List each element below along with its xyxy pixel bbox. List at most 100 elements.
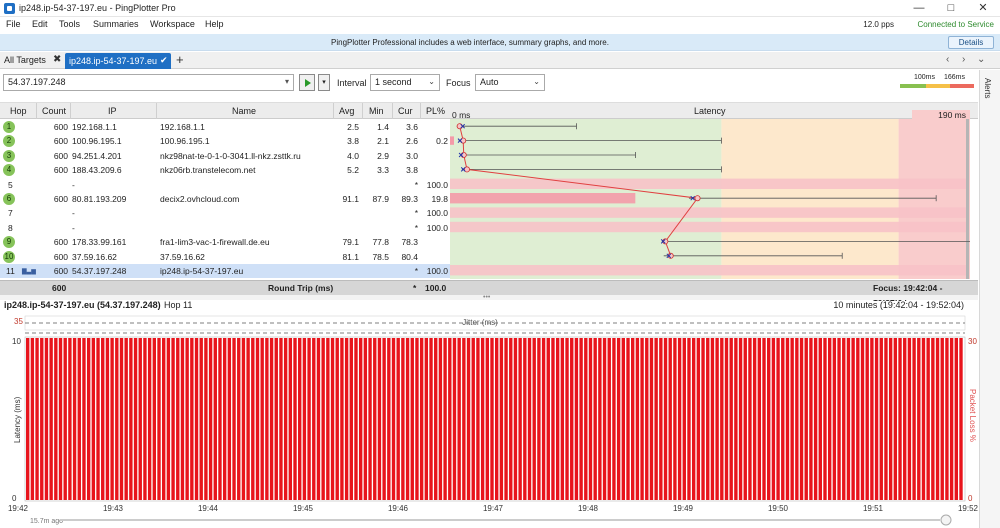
bar-chart-icon[interactable]: ▇▃▆ bbox=[22, 269, 36, 275]
table-row[interactable]: 3 600 94.251.4.201 nkz98nat-te-0-1-0-3041.l… bbox=[0, 149, 450, 163]
timeline-scroll-thumb[interactable] bbox=[940, 514, 952, 526]
packet-loss-bar bbox=[241, 338, 246, 500]
chevron-right-icon[interactable]: › bbox=[962, 54, 966, 65]
menu-summaries[interactable]: Summaries bbox=[93, 19, 139, 29]
close-icon[interactable]: ✕ bbox=[978, 2, 988, 14]
packet-loss-bar bbox=[570, 338, 574, 500]
packet-loss-bar bbox=[49, 338, 53, 500]
col-count[interactable]: Count bbox=[42, 106, 67, 116]
packet-loss-bar bbox=[513, 338, 518, 500]
hop-min: 1.4 bbox=[377, 122, 389, 132]
table-row[interactable]: 4 600 188.43.209.6 nkz06rb.transtelecom.net… bbox=[0, 163, 450, 177]
rt-label: Round Trip (ms) bbox=[268, 283, 334, 293]
time-tick-label: 19:51 bbox=[863, 504, 884, 513]
table-row[interactable]: 5 - * 100.0 bbox=[0, 178, 450, 192]
packet-loss-bar bbox=[874, 338, 879, 500]
packet-loss-bar bbox=[696, 338, 701, 500]
packet-loss-bar bbox=[846, 338, 851, 500]
packet-loss-bar bbox=[767, 338, 771, 500]
menu-workspace[interactable]: Workspace bbox=[150, 19, 195, 29]
menu-edit[interactable]: Edit bbox=[32, 19, 48, 29]
chevron-left-icon[interactable]: ‹ bbox=[946, 54, 950, 65]
col-hop[interactable]: Hop bbox=[10, 106, 27, 116]
hop-cur: * bbox=[414, 266, 418, 276]
hop-cur: * bbox=[414, 222, 418, 233]
table-row[interactable]: 11 ▇▃▆ 600 54.37.197.248 ip248.ip-54-37-197.… bbox=[0, 264, 450, 279]
hop-badge: 10 bbox=[3, 250, 15, 263]
start-trace-button[interactable] bbox=[299, 74, 315, 91]
table-row[interactable]: 8 - * 100.0 bbox=[0, 221, 450, 235]
menu-file[interactable]: File bbox=[6, 19, 21, 29]
packet-loss-bar bbox=[373, 338, 377, 500]
interval-select[interactable]: 1 second ⌄ bbox=[370, 74, 440, 91]
target-input[interactable]: 54.37.197.248 ▾ bbox=[3, 74, 294, 91]
time-ago-label: 15.7m ago bbox=[30, 518, 63, 525]
focus-select[interactable]: Auto ⌄ bbox=[475, 74, 545, 91]
minimize-icon[interactable]: — bbox=[913, 2, 925, 14]
packet-loss-bar bbox=[82, 338, 86, 500]
hop-count: 600 bbox=[53, 266, 68, 276]
start-options-button[interactable]: ▾ bbox=[318, 74, 330, 91]
time-tick-label: 19:48 bbox=[578, 504, 599, 513]
hop-name: 100.96.195.1 bbox=[160, 136, 210, 147]
details-button[interactable]: Details bbox=[948, 36, 994, 49]
col-ip[interactable]: IP bbox=[108, 106, 117, 116]
packet-loss-bar bbox=[293, 338, 297, 500]
packet-loss-bar bbox=[246, 338, 250, 500]
col-pl[interactable]: PL% bbox=[426, 106, 446, 116]
menu-help[interactable]: Help bbox=[205, 19, 224, 29]
timeline-range[interactable]: 10 minutes (19:42:04 - 19:52:04) bbox=[833, 300, 964, 310]
tab-all-targets[interactable]: All Targets bbox=[4, 55, 46, 65]
latency-trace-graph[interactable] bbox=[450, 119, 970, 279]
table-row[interactable]: 1 600 192.168.1.1 192.168.1.1 2.5 1.4 3.6 bbox=[0, 120, 450, 134]
hop-number: 5 bbox=[8, 179, 13, 190]
table-row[interactable]: 10 600 37.59.16.62 37.59.16.62 81.1 78.5 80.4 bbox=[0, 250, 450, 264]
packet-loss-bar bbox=[888, 338, 893, 500]
hop-pl: 19.8 bbox=[431, 194, 448, 204]
current-latency-mark bbox=[460, 167, 466, 172]
hop-pl: 100.0 bbox=[426, 222, 448, 233]
target-dropdown-icon[interactable]: ▾ bbox=[284, 77, 289, 86]
packet-loss-bar bbox=[879, 338, 883, 500]
tab-active-target[interactable]: ip248.ip-54-37-197.eu bbox=[65, 53, 171, 69]
y-axis-min: 0 bbox=[12, 494, 17, 503]
rt-pl: 100.0 bbox=[425, 283, 447, 293]
hop-pl: 100.0 bbox=[426, 208, 448, 219]
alerts-panel[interactable]: Alerts bbox=[979, 70, 1000, 528]
table-row[interactable]: 7 - * 100.0 bbox=[0, 206, 450, 220]
packet-loss-bar bbox=[40, 338, 44, 500]
maximize-icon[interactable]: □ bbox=[947, 2, 955, 14]
table-row[interactable]: 2 600 100.96.195.1 100.96.195.1 3.8 2.1 2.6 0.2 bbox=[0, 134, 450, 148]
hop-ip: 188.43.209.6 bbox=[72, 165, 122, 176]
menu-tools[interactable]: Tools bbox=[59, 19, 81, 29]
table-row[interactable]: 9 600 178.33.99.161 fra1-lim3-vac-1-firewal… bbox=[0, 235, 450, 249]
col-avg[interactable]: Avg bbox=[339, 106, 355, 116]
packet-loss-bar bbox=[251, 338, 255, 500]
packet-loss-bar bbox=[363, 338, 368, 500]
hop-cur: 3.0 bbox=[406, 150, 418, 161]
hop-count: 600 bbox=[53, 165, 68, 176]
packet-loss-bar bbox=[785, 338, 790, 500]
col-min[interactable]: Min bbox=[369, 106, 384, 116]
packet-loss-bar bbox=[903, 338, 907, 500]
pane-splitter[interactable]: ••• bbox=[0, 294, 978, 301]
packet-loss-bar bbox=[870, 338, 874, 500]
legend-warn-bar bbox=[926, 84, 950, 88]
packet-loss-bar bbox=[457, 338, 461, 500]
close-tab-icon[interactable]: ✖ bbox=[53, 54, 62, 65]
check-icon[interactable]: ✔ bbox=[160, 55, 168, 65]
table-row[interactable]: 6 600 80.81.193.209 decix2.ovhcloud.com 91.1… bbox=[0, 192, 450, 206]
graph-scrollbar[interactable] bbox=[966, 119, 969, 279]
packet-loss-bar bbox=[344, 338, 349, 500]
pps-readout: 12.0 pps bbox=[863, 20, 894, 29]
col-cur[interactable]: Cur bbox=[398, 106, 413, 116]
packet-loss-bar bbox=[884, 338, 888, 500]
packet-loss-bar bbox=[152, 338, 157, 500]
timeline-chart[interactable]: Jitter (ms) 35 10 0 30 0 Latency (ms) Packet Lo… bbox=[0, 313, 978, 528]
chevron-down-icon[interactable]: ⌄ bbox=[977, 54, 986, 65]
latency-color-legend[interactable]: 100ms 166ms bbox=[900, 74, 974, 90]
avg-latency-point bbox=[667, 252, 674, 259]
col-name[interactable]: Name bbox=[232, 106, 257, 116]
add-tab-icon[interactable]: + bbox=[176, 52, 184, 67]
packet-loss-bar bbox=[450, 178, 966, 189]
